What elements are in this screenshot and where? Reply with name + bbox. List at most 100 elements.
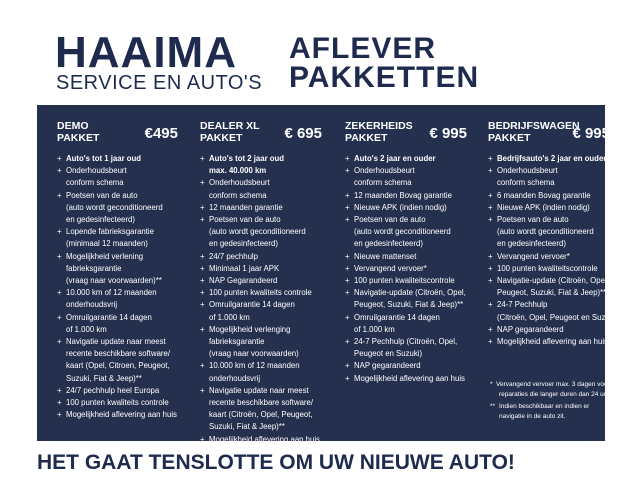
footnote-marker: **: [490, 403, 496, 410]
footer: HET GAAT TENSLOTTE OM UW NIEUWE AUTO!: [37, 451, 515, 474]
feature-line: Lopende fabrieksgarantie: [66, 227, 154, 237]
bullet: +: [200, 263, 205, 273]
bullet: +: [345, 166, 350, 176]
feature-line: NAP Gegarandeerd: [209, 276, 278, 285]
feature-line: Mogelijkheid aflevering aan huis: [66, 410, 177, 420]
bullet: +: [200, 300, 205, 310]
feature-line: Mogelijkheid aflevering aan huis: [354, 373, 465, 383]
feature-line: Onderhoudsbeurt: [209, 178, 270, 188]
feature-line: Onderhoudsbeurt: [497, 166, 558, 176]
bullet: +: [345, 337, 350, 346]
feature-line: of 1.000 km: [209, 312, 250, 322]
feature-line: en gedesinfecteerd): [66, 215, 135, 224]
feature-line: 24/7 pechhulp heel Europa: [66, 385, 160, 395]
bullet: +: [57, 410, 62, 420]
bullet: +: [345, 276, 350, 285]
bullet: +: [345, 312, 350, 322]
feature-line: Navigatie-update (Citroën, Opel,: [354, 288, 466, 298]
bullet: +: [488, 202, 493, 212]
bullet: +: [57, 154, 62, 163]
feature-line: Onderhoudsbeurt: [66, 166, 127, 176]
bullet: +: [200, 324, 205, 334]
bullet: +: [200, 385, 205, 395]
feature-line: (auto wordt geconditioneerd: [209, 227, 306, 237]
bullet: +: [488, 337, 493, 346]
package-price: €495: [144, 125, 178, 142]
feature-line: Omruilgarantie 14 dagen: [354, 312, 440, 322]
feature-line: Poetsen van de auto: [66, 190, 138, 200]
package-price: € 995: [429, 125, 467, 142]
package-title: DEALER XL: [200, 120, 260, 132]
bullet: +: [345, 190, 350, 200]
feature-line: Nieuwe APK (indien nodig): [354, 202, 447, 212]
feature-line: Auto's tot 1 jaar oud: [66, 154, 142, 163]
package-title: DEMO: [57, 120, 89, 132]
feature-line: 100 punten kwaliteits controle: [66, 398, 169, 407]
bullet: +: [345, 154, 350, 163]
bullet: +: [488, 251, 493, 261]
feature-line: Navigatie update naar meest: [209, 385, 309, 395]
bullet: +: [345, 202, 350, 212]
feature-line: NAP gegarandeerd: [354, 361, 421, 371]
feature-line: en gedesinfecteerd): [209, 239, 278, 249]
feature-line: Poetsen van de auto: [354, 215, 426, 224]
feature-line: Poetsen van de auto: [209, 215, 281, 224]
feature-line: (auto wordt geconditioneerd: [66, 202, 163, 212]
feature-line: en gedesinfecteerd): [354, 239, 423, 249]
feature-line: Mogelijkheid aflevering aan huis: [497, 337, 608, 346]
bullet: +: [57, 227, 62, 237]
bullet: +: [200, 178, 205, 188]
package-price: € 695: [284, 125, 322, 142]
package-title: ZEKERHEIDS: [345, 120, 413, 132]
feature-line: kaart (Opel, Citroen, Peugeot,: [66, 361, 170, 371]
bullet: +: [345, 215, 350, 224]
feature-line: conform schema: [66, 178, 124, 188]
feature-line: max. 40.000 km: [209, 166, 267, 176]
bullet: +: [488, 154, 493, 163]
feature-line: of 1.000 km: [354, 324, 395, 334]
feature-line: conform schema: [354, 178, 412, 188]
feature-line: Bedrijfsauto's 2 jaar en ouder: [497, 154, 607, 163]
bullet: +: [488, 276, 493, 285]
feature-line: Auto's tot 2 jaar oud: [209, 154, 285, 163]
feature-line: recente beschikbare software/: [66, 349, 171, 359]
heading: AFLEVER: [289, 32, 437, 65]
feature-line: onderhoudsvrij: [66, 300, 118, 310]
feature-line: Peugeot, Suzuki, Fiat & Jeep)**: [497, 288, 607, 298]
feature-line: Vervangend vervoer*: [497, 251, 570, 261]
heading: PAKKETTEN: [289, 61, 480, 94]
feature-line: recente beschikbare software/: [209, 398, 314, 407]
bullet: +: [488, 215, 493, 224]
feature-line: onderhoudsvrij: [209, 373, 261, 383]
package-title: BEDRIJFSWAGEN: [488, 120, 580, 132]
bullet: +: [57, 337, 62, 346]
bullet: +: [200, 251, 205, 261]
feature-line: (auto wordt geconditioneerd: [354, 227, 451, 237]
bullet: +: [57, 385, 62, 395]
feature-line: 10.000 km of 12 maanden: [209, 361, 300, 371]
feature-line: 12 maanden garantie: [209, 202, 283, 212]
footnote-line: Vervangend vervoer max. 3 dagen voor: [496, 381, 610, 388]
bullet: +: [200, 202, 205, 212]
feature-line: fabrieksgarantie: [209, 337, 265, 346]
bullet: +: [200, 276, 205, 285]
bullet: +: [57, 288, 62, 298]
feature-line: (vraag naar voorwaarden)**: [66, 276, 162, 285]
feature-line: Poetsen van de auto: [497, 215, 569, 224]
feature-line: 24-7 Pechhulp (Citroën, Opel,: [354, 337, 458, 346]
feature-line: Omruilgarantie 14 dagen: [66, 312, 152, 322]
feature-line: 10.000 km of 12 maanden: [66, 288, 157, 298]
feature-line: 100 punten kwaliteitscontrole: [497, 263, 598, 273]
feature-line: 12 maanden Bovag garantie: [354, 190, 452, 200]
logo-name: HAAIMA: [55, 28, 237, 77]
feature-line: Mogelijkheid verlening: [66, 251, 144, 261]
logo-tagline: SERVICE EN AUTO'S: [56, 72, 263, 94]
bullet: +: [488, 166, 493, 176]
feature-line: Nieuwe mattenset: [354, 251, 417, 261]
feature-line: en gedesinfecteerd): [497, 239, 566, 249]
feature-line: NAP gegarandeerd: [497, 324, 564, 334]
feature-line: (Citroën, Opel, Peugeot en Suzuki): [497, 312, 618, 322]
footnote-line: reparaties die langer duren dan 24 uur: [499, 391, 610, 398]
feature-line: 6 maanden Bovag garantie: [497, 190, 591, 200]
